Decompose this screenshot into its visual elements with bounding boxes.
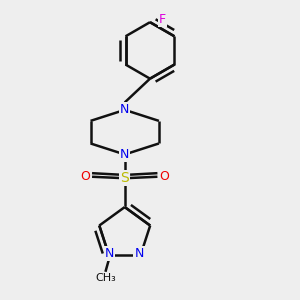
Text: F: F [159,13,166,26]
Text: N: N [134,248,144,260]
Text: CH₃: CH₃ [95,273,116,283]
Text: N: N [120,148,129,161]
Text: N: N [120,103,129,116]
Text: S: S [120,171,129,185]
Text: O: O [159,170,169,183]
Text: N: N [105,248,114,260]
Text: O: O [81,170,90,183]
